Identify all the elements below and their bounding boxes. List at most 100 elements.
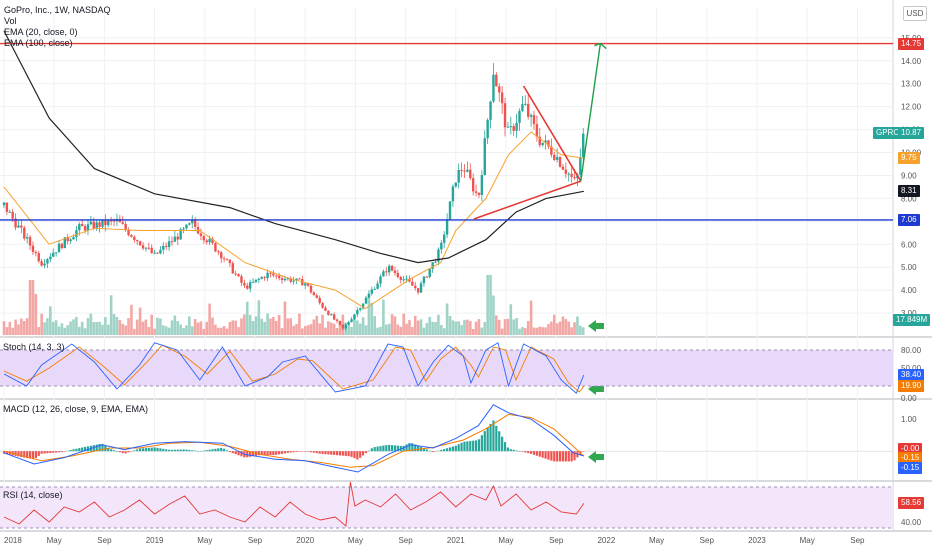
macd-histogram-bar xyxy=(440,449,443,452)
macd-histogram-bar xyxy=(582,451,585,452)
macd-histogram-bar xyxy=(451,446,454,452)
price-tag: 10.87 xyxy=(898,126,925,139)
macd-histogram-bar xyxy=(457,444,460,452)
volume-bar xyxy=(254,316,258,335)
target-arrow-line xyxy=(580,43,602,182)
vol-label[interactable]: Vol xyxy=(4,16,17,26)
candle-body xyxy=(109,220,113,222)
macd-histogram-bar xyxy=(263,451,266,456)
green-arrow-icon xyxy=(588,320,604,332)
volume-bar xyxy=(147,326,151,335)
candle-body xyxy=(89,221,93,225)
macd-histogram-bar xyxy=(266,451,269,456)
candle-body xyxy=(338,320,342,325)
candle-body xyxy=(506,126,510,128)
time-tick-label: Sep xyxy=(700,536,715,545)
macd-histogram-bar xyxy=(301,451,304,452)
macd-histogram-bar xyxy=(40,451,43,454)
candle-body xyxy=(280,278,284,281)
macd-histogram-bar xyxy=(570,451,573,462)
volume-bar xyxy=(51,321,55,335)
volume-bar xyxy=(318,323,321,335)
candle-body xyxy=(214,243,217,252)
candle-body xyxy=(535,124,539,137)
macd-histogram-bar xyxy=(55,451,58,453)
symbol-title[interactable]: GoPro, Inc., 1W, NASDAQ xyxy=(4,5,111,15)
macd-histogram-bar xyxy=(521,451,524,452)
volume-bar xyxy=(396,324,400,335)
volume-bar xyxy=(289,318,293,335)
candle-body xyxy=(489,101,492,120)
candle-body xyxy=(275,275,278,277)
volume-bar xyxy=(202,328,206,335)
candle-body xyxy=(344,324,347,329)
macd-histogram-bar xyxy=(437,450,440,452)
volume-bar xyxy=(526,321,530,335)
volume-bar xyxy=(60,323,64,335)
macd-histogram-bar xyxy=(118,451,121,453)
candle-body xyxy=(243,282,246,286)
candle-body xyxy=(240,276,243,283)
macd-histogram-bar xyxy=(556,451,559,462)
volume-bar xyxy=(72,319,75,335)
macd-histogram-bar xyxy=(275,451,278,455)
price-tick-label: 6.00 xyxy=(901,240,917,249)
macd-histogram-bar xyxy=(92,445,95,452)
volume-bar xyxy=(196,322,200,335)
macd-histogram-bar xyxy=(414,444,417,452)
candle-body xyxy=(2,202,6,206)
macd-histogram-bar xyxy=(246,451,249,458)
candle-body xyxy=(364,297,368,304)
macd-histogram-bar xyxy=(292,451,295,453)
candle-body xyxy=(385,271,388,273)
macd-histogram-bar xyxy=(269,451,272,456)
macd-histogram-bar xyxy=(147,447,150,452)
volume-bar xyxy=(474,321,478,335)
volume-bar xyxy=(321,314,324,335)
time-tick-label: May xyxy=(800,536,815,545)
macd-histogram-bar xyxy=(422,448,426,452)
macd-histogram-bar xyxy=(136,449,139,452)
volume-bar xyxy=(164,326,168,335)
candle-body xyxy=(92,221,95,229)
macd-histogram-bar xyxy=(257,451,260,456)
macd-tag: -0.15 xyxy=(898,452,923,465)
macd-histogram-bar xyxy=(298,451,301,452)
volume-bar xyxy=(135,319,139,335)
volume-bar xyxy=(272,316,275,335)
volume-bar xyxy=(454,321,458,335)
macd-histogram-bar xyxy=(472,440,475,452)
macd-histogram-bar xyxy=(202,450,205,452)
macd-histogram-bar xyxy=(385,445,388,452)
candle-body xyxy=(251,281,255,283)
volume-bar xyxy=(217,327,220,335)
stoch-title[interactable]: Stoch (14, 3, 3) xyxy=(3,342,65,352)
macd-histogram-bar xyxy=(503,442,507,452)
macd-histogram-bar xyxy=(162,448,165,452)
candle-body xyxy=(295,278,298,281)
macd-histogram-bar xyxy=(191,450,194,452)
macd-histogram-bar xyxy=(454,445,457,452)
macd-histogram-bar xyxy=(75,448,78,452)
volume-bar xyxy=(497,319,501,335)
candle-body xyxy=(321,302,324,308)
volume-bar xyxy=(387,323,391,335)
ema100-label[interactable]: EMA (100, close) xyxy=(4,38,73,48)
volume-bar xyxy=(399,326,403,335)
candle-body xyxy=(512,126,515,131)
currency-button[interactable]: USD xyxy=(903,6,927,21)
volume-bar xyxy=(419,319,423,335)
candle-body xyxy=(162,245,165,250)
macd-title[interactable]: MACD (12, 26, close, 9, EMA, EMA) xyxy=(3,404,149,414)
candle-body xyxy=(14,218,17,228)
volume-bar xyxy=(266,313,269,335)
macd-histogram-bar xyxy=(364,451,368,454)
macd-histogram-bar xyxy=(466,441,469,452)
volume-bar xyxy=(17,324,20,335)
volume-bar xyxy=(547,324,550,335)
ema20-label[interactable]: EMA (20, close, 0) xyxy=(4,27,78,37)
candle-body xyxy=(231,263,234,274)
volume-bar xyxy=(570,327,573,335)
rsi-title[interactable]: RSI (14, close) xyxy=(3,490,63,500)
candle-body xyxy=(457,169,460,183)
